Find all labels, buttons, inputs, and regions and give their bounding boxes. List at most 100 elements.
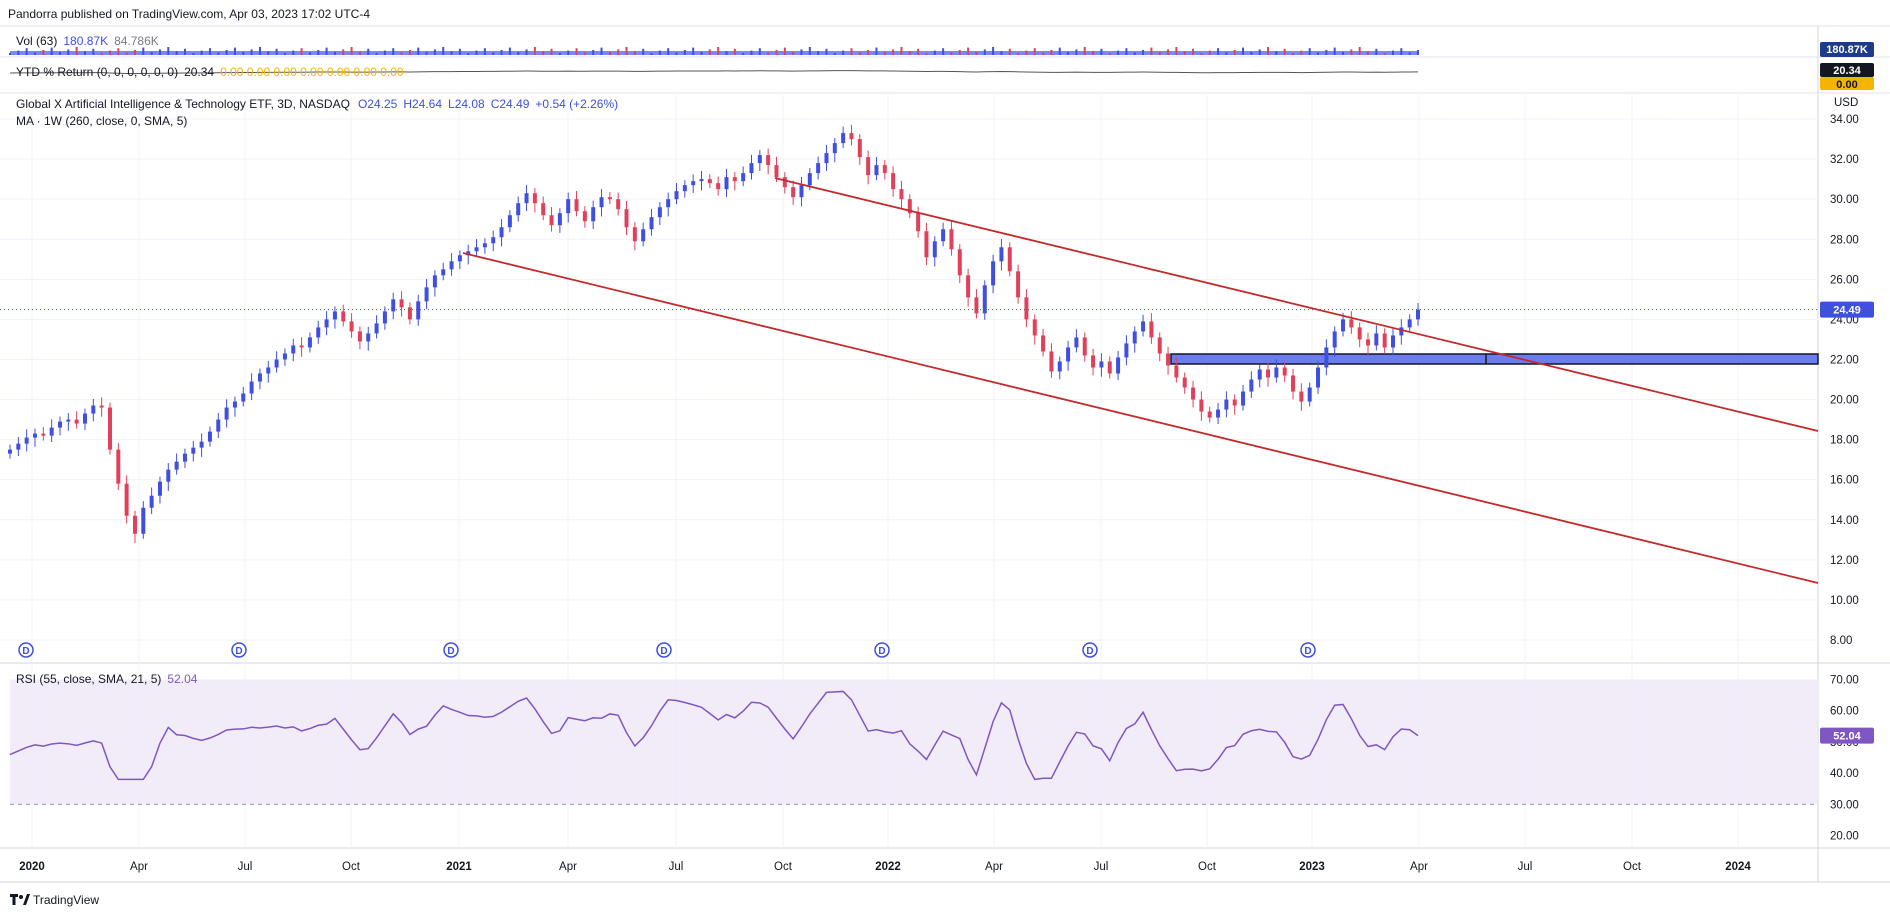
support-zone[interactable] <box>1170 353 1819 365</box>
rsi-legend[interactable]: RSI (55, close, SMA, 21, 5) 52.04 <box>16 672 198 686</box>
candle <box>291 345 296 354</box>
dividend-marker-label: D <box>447 646 454 657</box>
tv-logo-icon <box>10 894 18 905</box>
lower-trend-line <box>462 252 1819 584</box>
volume-bar <box>650 53 653 55</box>
candle <box>516 203 521 216</box>
y-tick-label: 28.00 <box>1830 234 1859 246</box>
candle <box>24 437 29 444</box>
candle <box>924 231 929 258</box>
candle <box>541 203 546 216</box>
volume-bar <box>92 48 95 55</box>
candle <box>666 199 671 208</box>
candle <box>824 153 829 164</box>
candle <box>857 139 862 158</box>
candle <box>1266 369 1271 378</box>
x-tick-label: Apr <box>1410 861 1428 873</box>
volume-bar <box>1067 51 1070 55</box>
svg-text:TradingView: TradingView <box>33 893 99 907</box>
y-tick-label: 26.00 <box>1830 274 1859 286</box>
candle <box>1374 333 1379 346</box>
volume-bar <box>392 48 395 55</box>
y-tick-label: 14.00 <box>1830 515 1859 527</box>
dividend-marker <box>231 642 247 658</box>
volume-bar <box>1342 51 1345 55</box>
candle <box>1124 343 1129 358</box>
volume-bar <box>658 50 661 55</box>
volume-bar <box>1050 50 1053 55</box>
dividend-marker-label: D <box>1086 646 1093 657</box>
volume-bar <box>1033 48 1036 55</box>
x-tick-label: 2023 <box>1299 861 1325 873</box>
volume-bar <box>217 52 220 55</box>
candle <box>16 443 21 450</box>
candle <box>1257 369 1262 380</box>
volume-bar <box>325 47 328 55</box>
ma-legend[interactable]: MA · 1W (260, close, 0, SMA, 5) <box>16 114 187 128</box>
candle <box>241 393 246 402</box>
volume-bar <box>142 47 145 55</box>
candle <box>749 163 754 174</box>
candle <box>507 215 512 228</box>
ytd-line <box>9 70 1419 75</box>
symbol-legend[interactable]: Global X Artificial Intelligence & Techn… <box>16 97 618 111</box>
volume-bar <box>775 50 778 55</box>
candle <box>1082 337 1087 356</box>
volume-bar <box>1317 52 1320 55</box>
volume-bar <box>1375 48 1378 55</box>
volume-bar <box>475 50 478 55</box>
candle <box>932 241 937 258</box>
x-tick-label: Apr <box>559 861 577 873</box>
candle <box>1216 409 1221 418</box>
volume-bar <box>558 53 561 55</box>
volume-bar <box>883 51 886 55</box>
volume-bar <box>50 47 53 55</box>
rsi-band <box>10 679 1818 805</box>
volume-bar <box>1242 47 1245 55</box>
volume-bar <box>417 47 420 55</box>
x-tick-label: Apr <box>985 861 1003 873</box>
tradingview-logo[interactable]: TradingView <box>10 893 99 907</box>
volume-bar <box>108 50 111 55</box>
volume-bar <box>958 50 961 55</box>
volume-bar <box>375 53 378 55</box>
candle <box>74 419 79 424</box>
candle <box>707 179 712 184</box>
candle <box>574 199 579 212</box>
dividend-marker-label: D <box>1304 646 1311 657</box>
candle <box>157 481 162 496</box>
x-tick-label: Jul <box>669 861 684 873</box>
candle <box>907 199 912 214</box>
candle <box>191 447 196 454</box>
svg-text:0.00: 0.00 <box>1836 79 1857 91</box>
volume-bar <box>183 48 186 55</box>
volume-bar <box>975 51 978 55</box>
candle <box>1007 247 1012 272</box>
trend-channel[interactable] <box>462 177 1819 584</box>
rsi-tick-label: 30.00 <box>1830 799 1859 811</box>
candle <box>891 173 896 190</box>
volume-bar <box>1158 51 1161 55</box>
candle <box>1149 321 1154 338</box>
volume-bar <box>1075 49 1078 55</box>
candle <box>1049 351 1054 372</box>
candle <box>916 213 921 232</box>
candle <box>57 421 62 428</box>
volume-bar <box>492 52 495 55</box>
volume-bar <box>842 50 845 55</box>
volume-bar <box>1300 50 1303 55</box>
volume-bar <box>250 49 253 55</box>
candle <box>299 345 304 348</box>
volume-bar <box>1183 51 1186 55</box>
price-axis[interactable]: 34.0032.0030.0028.0026.0024.0022.0020.00… <box>1830 114 1859 647</box>
candle <box>699 179 704 182</box>
candle <box>457 255 462 262</box>
volume-bar <box>342 49 345 55</box>
volume-bar <box>675 52 678 55</box>
volume-bar <box>1000 51 1003 55</box>
time-axis[interactable]: 2020 Apr Jul Oct 2021 Apr Jul Oct 2022 Apr Jul Oct 2… <box>19 861 1751 873</box>
volume-bar <box>750 50 753 55</box>
volume-bar <box>1125 48 1128 55</box>
